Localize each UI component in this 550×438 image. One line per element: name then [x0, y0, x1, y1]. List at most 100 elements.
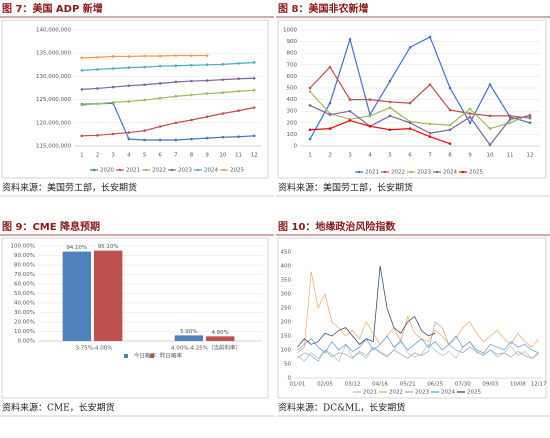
x-tick-label: 2	[96, 153, 100, 159]
x-tick-label: 3	[348, 153, 352, 159]
series-line	[309, 66, 531, 119]
data-point	[328, 113, 332, 116]
data-point	[252, 106, 256, 109]
legend-label: 昨日概率	[160, 352, 183, 360]
data-point	[488, 114, 492, 118]
x-tick-label: 03/12	[345, 382, 361, 388]
data-point	[190, 79, 193, 83]
y-tick-label: 60.00%	[14, 282, 35, 288]
data-point	[308, 86, 312, 90]
legend-label: 2025	[469, 170, 483, 176]
data-point	[428, 35, 432, 39]
data-point	[143, 65, 146, 69]
data-point	[205, 136, 209, 140]
data-point	[488, 127, 492, 130]
data-point	[428, 131, 432, 135]
x-tick-label: 1	[308, 153, 312, 159]
y-tick-label: 100.00%	[11, 244, 35, 250]
x-tick-label: 9	[205, 153, 209, 159]
data-point	[237, 77, 240, 81]
legend-marker	[196, 168, 200, 172]
legend-marker	[118, 168, 122, 172]
x-tick-label: 10/08	[510, 382, 526, 388]
y-tick-label: 1000	[283, 28, 297, 34]
series-line	[81, 77, 255, 90]
y-tick-label: 80.00%	[14, 263, 35, 269]
data-point	[96, 134, 99, 137]
x-tick-label: 02/05	[317, 382, 333, 388]
x-tick-label: 9	[468, 153, 472, 159]
data-point	[127, 66, 131, 69]
data-point	[96, 102, 99, 106]
data-point	[190, 54, 193, 57]
data-point	[143, 98, 146, 102]
legend-marker	[383, 170, 387, 174]
y-tick-label: 130,000,000	[36, 74, 71, 80]
legend-label: 2021	[126, 168, 140, 174]
data-point	[528, 114, 532, 118]
data-point	[448, 123, 452, 127]
legend-label: 2022	[152, 168, 166, 174]
x-tick-label: 3	[111, 153, 115, 159]
data-point	[408, 121, 412, 125]
y-tick-label: 900	[287, 39, 298, 45]
data-point	[237, 109, 240, 113]
x-tick-label: 4.00%-4.25%（当前利率）	[171, 344, 241, 352]
series-line	[309, 36, 531, 140]
data-point	[468, 112, 472, 115]
y-tick-label: 700	[287, 62, 298, 68]
data-point	[237, 62, 240, 65]
data-point	[174, 80, 178, 84]
data-point	[252, 76, 256, 80]
data-point	[468, 121, 472, 125]
data-point	[328, 101, 332, 105]
data-point	[174, 121, 178, 125]
data-point	[388, 79, 392, 83]
data-point	[111, 132, 115, 136]
data-point	[348, 37, 352, 41]
source-note: 资料来源：美国劳工部，长安期货	[2, 182, 137, 194]
data-point	[143, 129, 146, 132]
data-point	[127, 100, 131, 103]
data-point	[448, 128, 452, 132]
legend-marker	[461, 170, 465, 174]
data-point	[408, 101, 412, 105]
series-line	[81, 61, 255, 71]
y-tick-label: 400	[287, 97, 298, 103]
chart-frame	[1, 19, 269, 179]
data-point	[368, 98, 372, 101]
data-point	[468, 115, 472, 119]
data-point	[143, 54, 146, 58]
data-point	[143, 138, 146, 142]
data-point	[348, 109, 352, 113]
legend-swatch	[124, 354, 128, 358]
data-point	[111, 101, 115, 104]
data-point	[174, 64, 178, 68]
legend-marker	[222, 168, 226, 172]
data-point	[80, 69, 84, 72]
legend-label: 2025	[230, 168, 244, 174]
series-line	[309, 91, 531, 130]
x-tick-label: 12	[527, 153, 534, 159]
x-tick-label: 8	[448, 153, 452, 159]
data-point	[428, 83, 432, 86]
x-tick-label: 12	[251, 153, 258, 159]
data-point	[388, 128, 392, 132]
legend-label: 今日概率	[134, 352, 157, 360]
data-point	[237, 89, 240, 93]
y-tick-label: 400	[281, 264, 292, 270]
series-line	[297, 265, 436, 348]
series-line	[81, 102, 255, 141]
data-point	[205, 115, 209, 119]
chart-frame	[277, 237, 547, 399]
data-point	[127, 55, 131, 58]
legend-label: 2024	[204, 168, 218, 174]
data-point	[174, 95, 178, 98]
series-line	[297, 321, 539, 362]
data-point	[190, 63, 193, 67]
data-point	[80, 103, 84, 107]
legend-marker	[144, 168, 148, 172]
legend-label: 2023	[415, 390, 429, 396]
y-tick-label: 450	[281, 250, 292, 256]
